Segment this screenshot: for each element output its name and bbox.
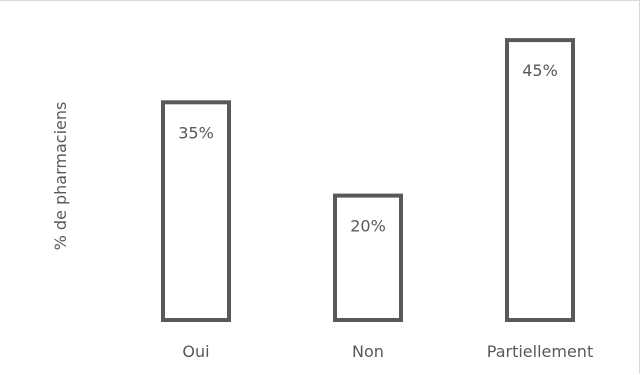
- x-tick-label-partiellement: Partiellement: [487, 342, 593, 361]
- y-axis-title: % de pharmaciens: [51, 102, 70, 251]
- data-label-non: 20%: [350, 217, 386, 236]
- x-tick-label-non: Non: [352, 342, 384, 361]
- x-tick-label-oui: Oui: [182, 342, 209, 361]
- data-labels: 35% 20% 45%: [178, 61, 558, 236]
- bar-oui: [161, 100, 231, 322]
- data-label-partiellement: 45%: [522, 61, 558, 80]
- bar-non: [333, 193, 403, 323]
- bars: [161, 38, 575, 323]
- x-axis-tick-labels: Oui Non Partiellement: [182, 342, 593, 361]
- bar-partiellement: [505, 38, 575, 322]
- data-label-oui: 35%: [178, 123, 214, 142]
